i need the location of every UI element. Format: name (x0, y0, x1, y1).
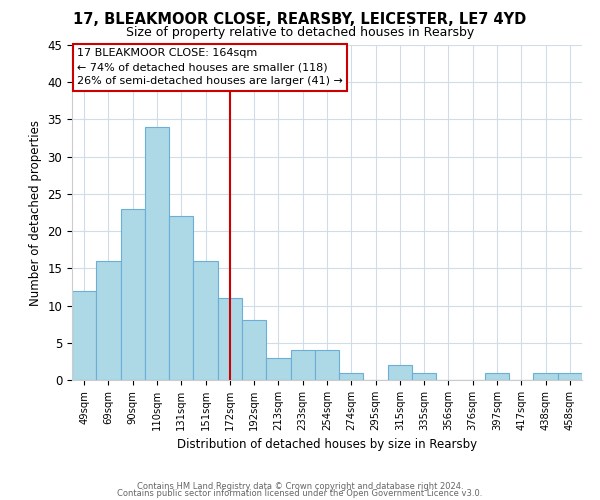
Bar (242, 320, 266, 380)
Bar (121, 209, 145, 380)
Text: 17 BLEAKMOOR CLOSE: 164sqm
← 74% of detached houses are smaller (118)
26% of sem: 17 BLEAKMOOR CLOSE: 164sqm ← 74% of deta… (77, 48, 343, 86)
Y-axis label: Number of detached properties: Number of detached properties (29, 120, 42, 306)
Text: Contains HM Land Registry data © Crown copyright and database right 2024.: Contains HM Land Registry data © Crown c… (137, 482, 463, 491)
X-axis label: Distribution of detached houses by size in Rearsby: Distribution of detached houses by size … (177, 438, 477, 452)
Bar (412, 372, 436, 380)
Bar (72, 290, 96, 380)
Text: 17, BLEAKMOOR CLOSE, REARSBY, LEICESTER, LE7 4YD: 17, BLEAKMOOR CLOSE, REARSBY, LEICESTER,… (73, 12, 527, 28)
Bar (558, 372, 582, 380)
Bar (533, 372, 558, 380)
Bar (266, 358, 290, 380)
Bar (388, 365, 412, 380)
Bar (485, 372, 509, 380)
Bar (339, 372, 364, 380)
Bar (218, 298, 242, 380)
Bar (169, 216, 193, 380)
Bar (290, 350, 315, 380)
Bar (315, 350, 339, 380)
Bar (193, 261, 218, 380)
Text: Contains public sector information licensed under the Open Government Licence v3: Contains public sector information licen… (118, 490, 482, 498)
Bar (145, 127, 169, 380)
Text: Size of property relative to detached houses in Rearsby: Size of property relative to detached ho… (126, 26, 474, 39)
Bar (96, 261, 121, 380)
